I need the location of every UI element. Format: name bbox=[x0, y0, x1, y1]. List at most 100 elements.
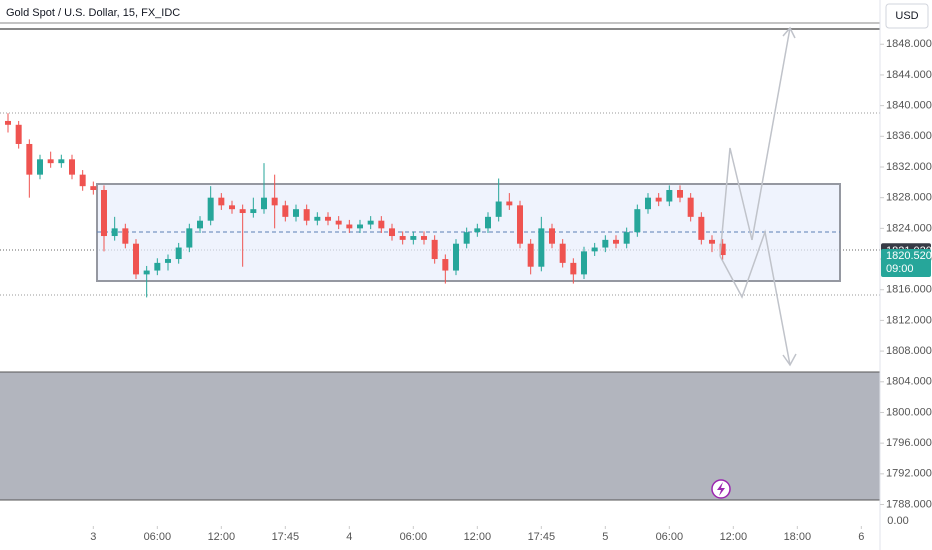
y-tick-label: 1844.000 bbox=[886, 69, 932, 81]
projection-path bbox=[719, 229, 791, 366]
gray-box bbox=[0, 372, 880, 500]
candle-body bbox=[47, 159, 54, 164]
lower-pane-label: 0.00 bbox=[887, 515, 908, 527]
candle-body bbox=[506, 201, 513, 206]
candle-body bbox=[495, 201, 502, 217]
candle-body bbox=[410, 236, 417, 240]
y-tick-label: 1824.000 bbox=[886, 222, 932, 234]
x-tick-label: 12:00 bbox=[208, 531, 236, 543]
candle-body bbox=[101, 190, 107, 237]
y-tick-label: 1848.000 bbox=[886, 38, 932, 50]
candle-body bbox=[261, 197, 267, 210]
y-tick-label: 1836.000 bbox=[886, 130, 932, 142]
candle-body bbox=[5, 120, 11, 125]
y-tick-label: 1828.000 bbox=[886, 192, 932, 204]
candle-body bbox=[517, 205, 523, 244]
candle-body bbox=[453, 243, 459, 271]
x-tick-label: 06:00 bbox=[400, 531, 428, 543]
candle-body bbox=[186, 228, 193, 248]
candles bbox=[5, 113, 726, 298]
candle-body bbox=[378, 220, 385, 229]
candle-body bbox=[122, 228, 129, 244]
candle-body bbox=[335, 220, 342, 225]
x-tick-label: 6 bbox=[858, 531, 864, 543]
x-tick-label: 12:00 bbox=[720, 531, 748, 543]
candle-body bbox=[15, 124, 22, 144]
candle-body bbox=[602, 239, 609, 248]
x-tick-label: 17:45 bbox=[272, 531, 300, 543]
candle-body bbox=[250, 209, 257, 214]
x-tick-label: 06:00 bbox=[656, 531, 684, 543]
candle-body bbox=[655, 197, 662, 202]
candle-body bbox=[111, 228, 118, 237]
y-tick-label: 1788.000 bbox=[886, 498, 932, 510]
y-tick-label: 1808.000 bbox=[886, 345, 932, 357]
candle-body bbox=[154, 262, 161, 271]
candle-body bbox=[431, 239, 438, 260]
candle-body bbox=[666, 190, 673, 202]
y-tick-label: 1832.000 bbox=[886, 161, 932, 173]
candle-body bbox=[346, 224, 353, 229]
projection-path bbox=[751, 27, 791, 241]
y-tick-label: 1812.000 bbox=[886, 314, 932, 326]
candle-body bbox=[421, 236, 427, 240]
candle-body bbox=[645, 197, 651, 210]
candle-body bbox=[133, 243, 139, 275]
candle-body bbox=[58, 159, 65, 164]
candle-body bbox=[229, 205, 235, 210]
chart-title: Gold Spot / U.S. Dollar, 15, FX_IDC bbox=[6, 7, 180, 19]
candle-body bbox=[709, 239, 715, 244]
y-tick-label: 1792.000 bbox=[886, 468, 932, 480]
candle-body bbox=[165, 259, 171, 263]
candle-body bbox=[581, 251, 587, 275]
candle-body bbox=[613, 239, 619, 244]
projection-path bbox=[719, 147, 753, 257]
candle-body bbox=[570, 262, 577, 275]
candle-body bbox=[549, 228, 555, 244]
currency-button[interactable] bbox=[885, 3, 929, 29]
candle-body bbox=[677, 190, 683, 198]
candle-body bbox=[538, 228, 545, 267]
candle-body bbox=[282, 205, 289, 217]
candle-body bbox=[485, 216, 491, 229]
candle-body bbox=[357, 224, 363, 229]
candle-body bbox=[463, 232, 470, 244]
candle-body bbox=[239, 209, 246, 214]
candle-body bbox=[591, 247, 598, 252]
y-tick-label: 1816.000 bbox=[886, 284, 932, 296]
candle-body bbox=[271, 197, 278, 206]
y-tick-label: 1800.000 bbox=[886, 406, 932, 418]
candle-body bbox=[623, 232, 630, 244]
arrow-head bbox=[782, 353, 797, 367]
candle-body bbox=[559, 243, 566, 263]
candle-body bbox=[474, 228, 481, 233]
candle-body bbox=[218, 197, 225, 206]
arrow-head bbox=[782, 26, 796, 39]
x-tick-label: 5 bbox=[602, 531, 608, 543]
candle-body bbox=[389, 228, 395, 237]
x-tick-label: 18:00 bbox=[784, 531, 812, 543]
x-tick-label: 12:00 bbox=[464, 531, 492, 543]
candle-body bbox=[325, 216, 331, 221]
y-tick-label: 1796.000 bbox=[886, 437, 932, 449]
lightning bbox=[717, 482, 725, 496]
candle-body bbox=[442, 259, 449, 271]
candle-body bbox=[175, 247, 182, 260]
candle-body bbox=[26, 143, 33, 175]
y-tick-label: 1804.000 bbox=[886, 376, 932, 388]
candle-body bbox=[197, 220, 203, 229]
price-tag bbox=[881, 249, 931, 278]
candle-body bbox=[698, 216, 705, 240]
price-tag-countdown: 09:00 bbox=[886, 263, 914, 275]
candle-body bbox=[367, 220, 374, 225]
candle-body bbox=[143, 270, 150, 275]
candle-body bbox=[90, 186, 97, 190]
x-tick-label: 4 bbox=[346, 531, 352, 543]
currency: USD bbox=[895, 10, 918, 22]
candle-body bbox=[527, 243, 534, 267]
projection bbox=[719, 26, 797, 367]
candle-body bbox=[79, 174, 86, 187]
y-tick-label: 1840.000 bbox=[886, 100, 932, 112]
x-tick-label: 06:00 bbox=[144, 531, 172, 543]
